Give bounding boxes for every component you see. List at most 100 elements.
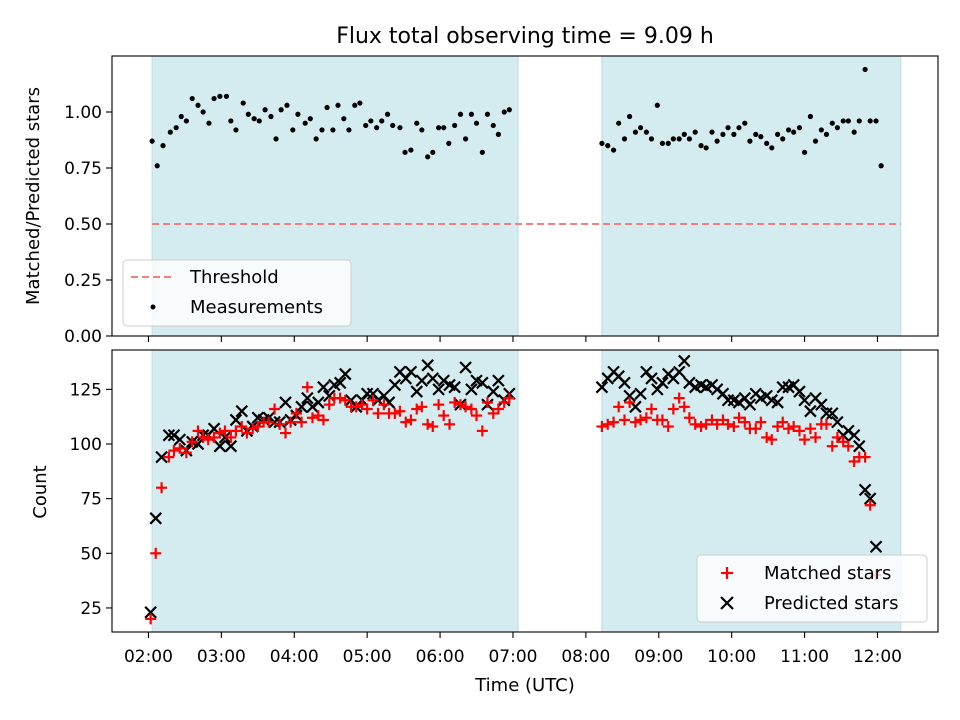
measurement-point	[714, 138, 720, 144]
measurement-point	[379, 118, 385, 124]
matched-point	[476, 425, 488, 437]
matched-point	[656, 414, 668, 426]
predicted-point	[312, 396, 325, 409]
measurement-point	[206, 120, 212, 126]
matched-point	[180, 447, 192, 459]
x-tick-label: 09:00	[634, 647, 683, 667]
x-tick-label: 03:00	[197, 647, 246, 667]
measurements-legend-label: Measurements	[190, 297, 323, 318]
predicted-point	[382, 396, 396, 409]
predicted-point	[317, 380, 330, 394]
matched-point	[405, 414, 417, 426]
matched-point	[602, 418, 614, 430]
measurement-point	[330, 127, 336, 133]
measurements-legend-swatch	[150, 304, 156, 310]
measurement-point	[419, 127, 425, 133]
measurement-point	[335, 102, 341, 108]
matched-point	[367, 394, 379, 406]
matched-point	[145, 613, 157, 625]
matched-point	[168, 445, 180, 457]
matched-legend-swatch	[721, 567, 733, 579]
matched-point	[728, 421, 740, 433]
bottom-y-tick-label: 75	[80, 490, 102, 510]
predicted-legend-swatch	[720, 596, 734, 610]
measurement-point	[319, 127, 325, 133]
matched-point	[350, 401, 362, 413]
measurement-point	[823, 131, 830, 137]
predicted-point	[213, 439, 227, 453]
matched-point	[777, 416, 789, 428]
matched-point	[689, 418, 701, 430]
measurement-point	[742, 120, 748, 126]
measurement-point	[374, 125, 380, 131]
predicted-point	[672, 365, 686, 379]
matched-point	[711, 418, 723, 430]
matched-point	[645, 403, 657, 415]
predicted-point	[432, 383, 445, 396]
matched-point	[842, 440, 854, 452]
measurement-point	[223, 93, 230, 99]
measurement-point	[654, 102, 660, 108]
measurement-point	[178, 113, 184, 120]
predicted-point	[831, 415, 844, 429]
measurement-point	[357, 100, 363, 106]
matched-point	[640, 412, 652, 424]
measurement-point	[709, 129, 715, 135]
measurement-point	[484, 111, 491, 117]
matched-point	[608, 416, 620, 428]
threshold-legend-label: Threshold	[189, 267, 279, 288]
predicted-point	[869, 540, 883, 554]
predicted-point	[858, 483, 872, 497]
matched-point	[378, 399, 390, 411]
measurement-point	[154, 163, 160, 169]
matched-point	[290, 407, 302, 419]
measurement-point	[390, 122, 396, 129]
matched-point	[810, 431, 822, 443]
measurement-point	[637, 125, 644, 131]
matched-point	[864, 499, 876, 511]
predicted-point	[235, 404, 249, 418]
measurement-point	[616, 120, 622, 126]
predicted-point	[279, 396, 292, 409]
matched-point	[334, 392, 346, 404]
measurement-point	[302, 120, 308, 126]
predicted-point	[410, 385, 424, 398]
matched-point	[783, 423, 795, 435]
measurement-point	[324, 104, 330, 111]
matched-point	[662, 421, 674, 433]
measurement-point	[245, 111, 251, 117]
matched-point	[389, 407, 401, 419]
matched-point	[438, 410, 450, 422]
matched-point	[700, 418, 712, 430]
predicted-point	[173, 433, 187, 446]
matched-point	[793, 425, 805, 437]
measurement-point	[692, 129, 698, 135]
measurement-point	[840, 118, 846, 124]
x-tick-label: 02:00	[124, 647, 173, 667]
measurement-point	[856, 118, 862, 124]
bottom-legend: Matched stars Predicted stars	[696, 554, 928, 623]
measurement-point	[173, 125, 179, 131]
measurement-point	[698, 143, 704, 149]
matched-point	[361, 403, 373, 415]
top-y-tick-label: 0.25	[64, 271, 102, 291]
matched-point	[163, 451, 175, 463]
measurement-point	[775, 131, 781, 137]
x-tick-label: 06:00	[416, 647, 465, 667]
measurement-point	[703, 145, 709, 151]
x-tick-label: 07:00	[488, 647, 537, 667]
matched-point	[202, 434, 214, 446]
measurement-point	[228, 118, 234, 124]
measurement-point	[758, 134, 764, 140]
matched-point	[372, 407, 384, 419]
matched-point	[416, 401, 428, 413]
predicted-point	[826, 407, 839, 420]
predicted-point	[421, 359, 434, 372]
measurement-point	[610, 147, 617, 153]
measurement-point	[747, 138, 753, 144]
predicted-point	[623, 389, 636, 403]
measurement-point	[402, 149, 408, 155]
predicted-point	[595, 380, 609, 394]
predicted-point	[162, 428, 176, 442]
matched-point	[859, 451, 871, 463]
